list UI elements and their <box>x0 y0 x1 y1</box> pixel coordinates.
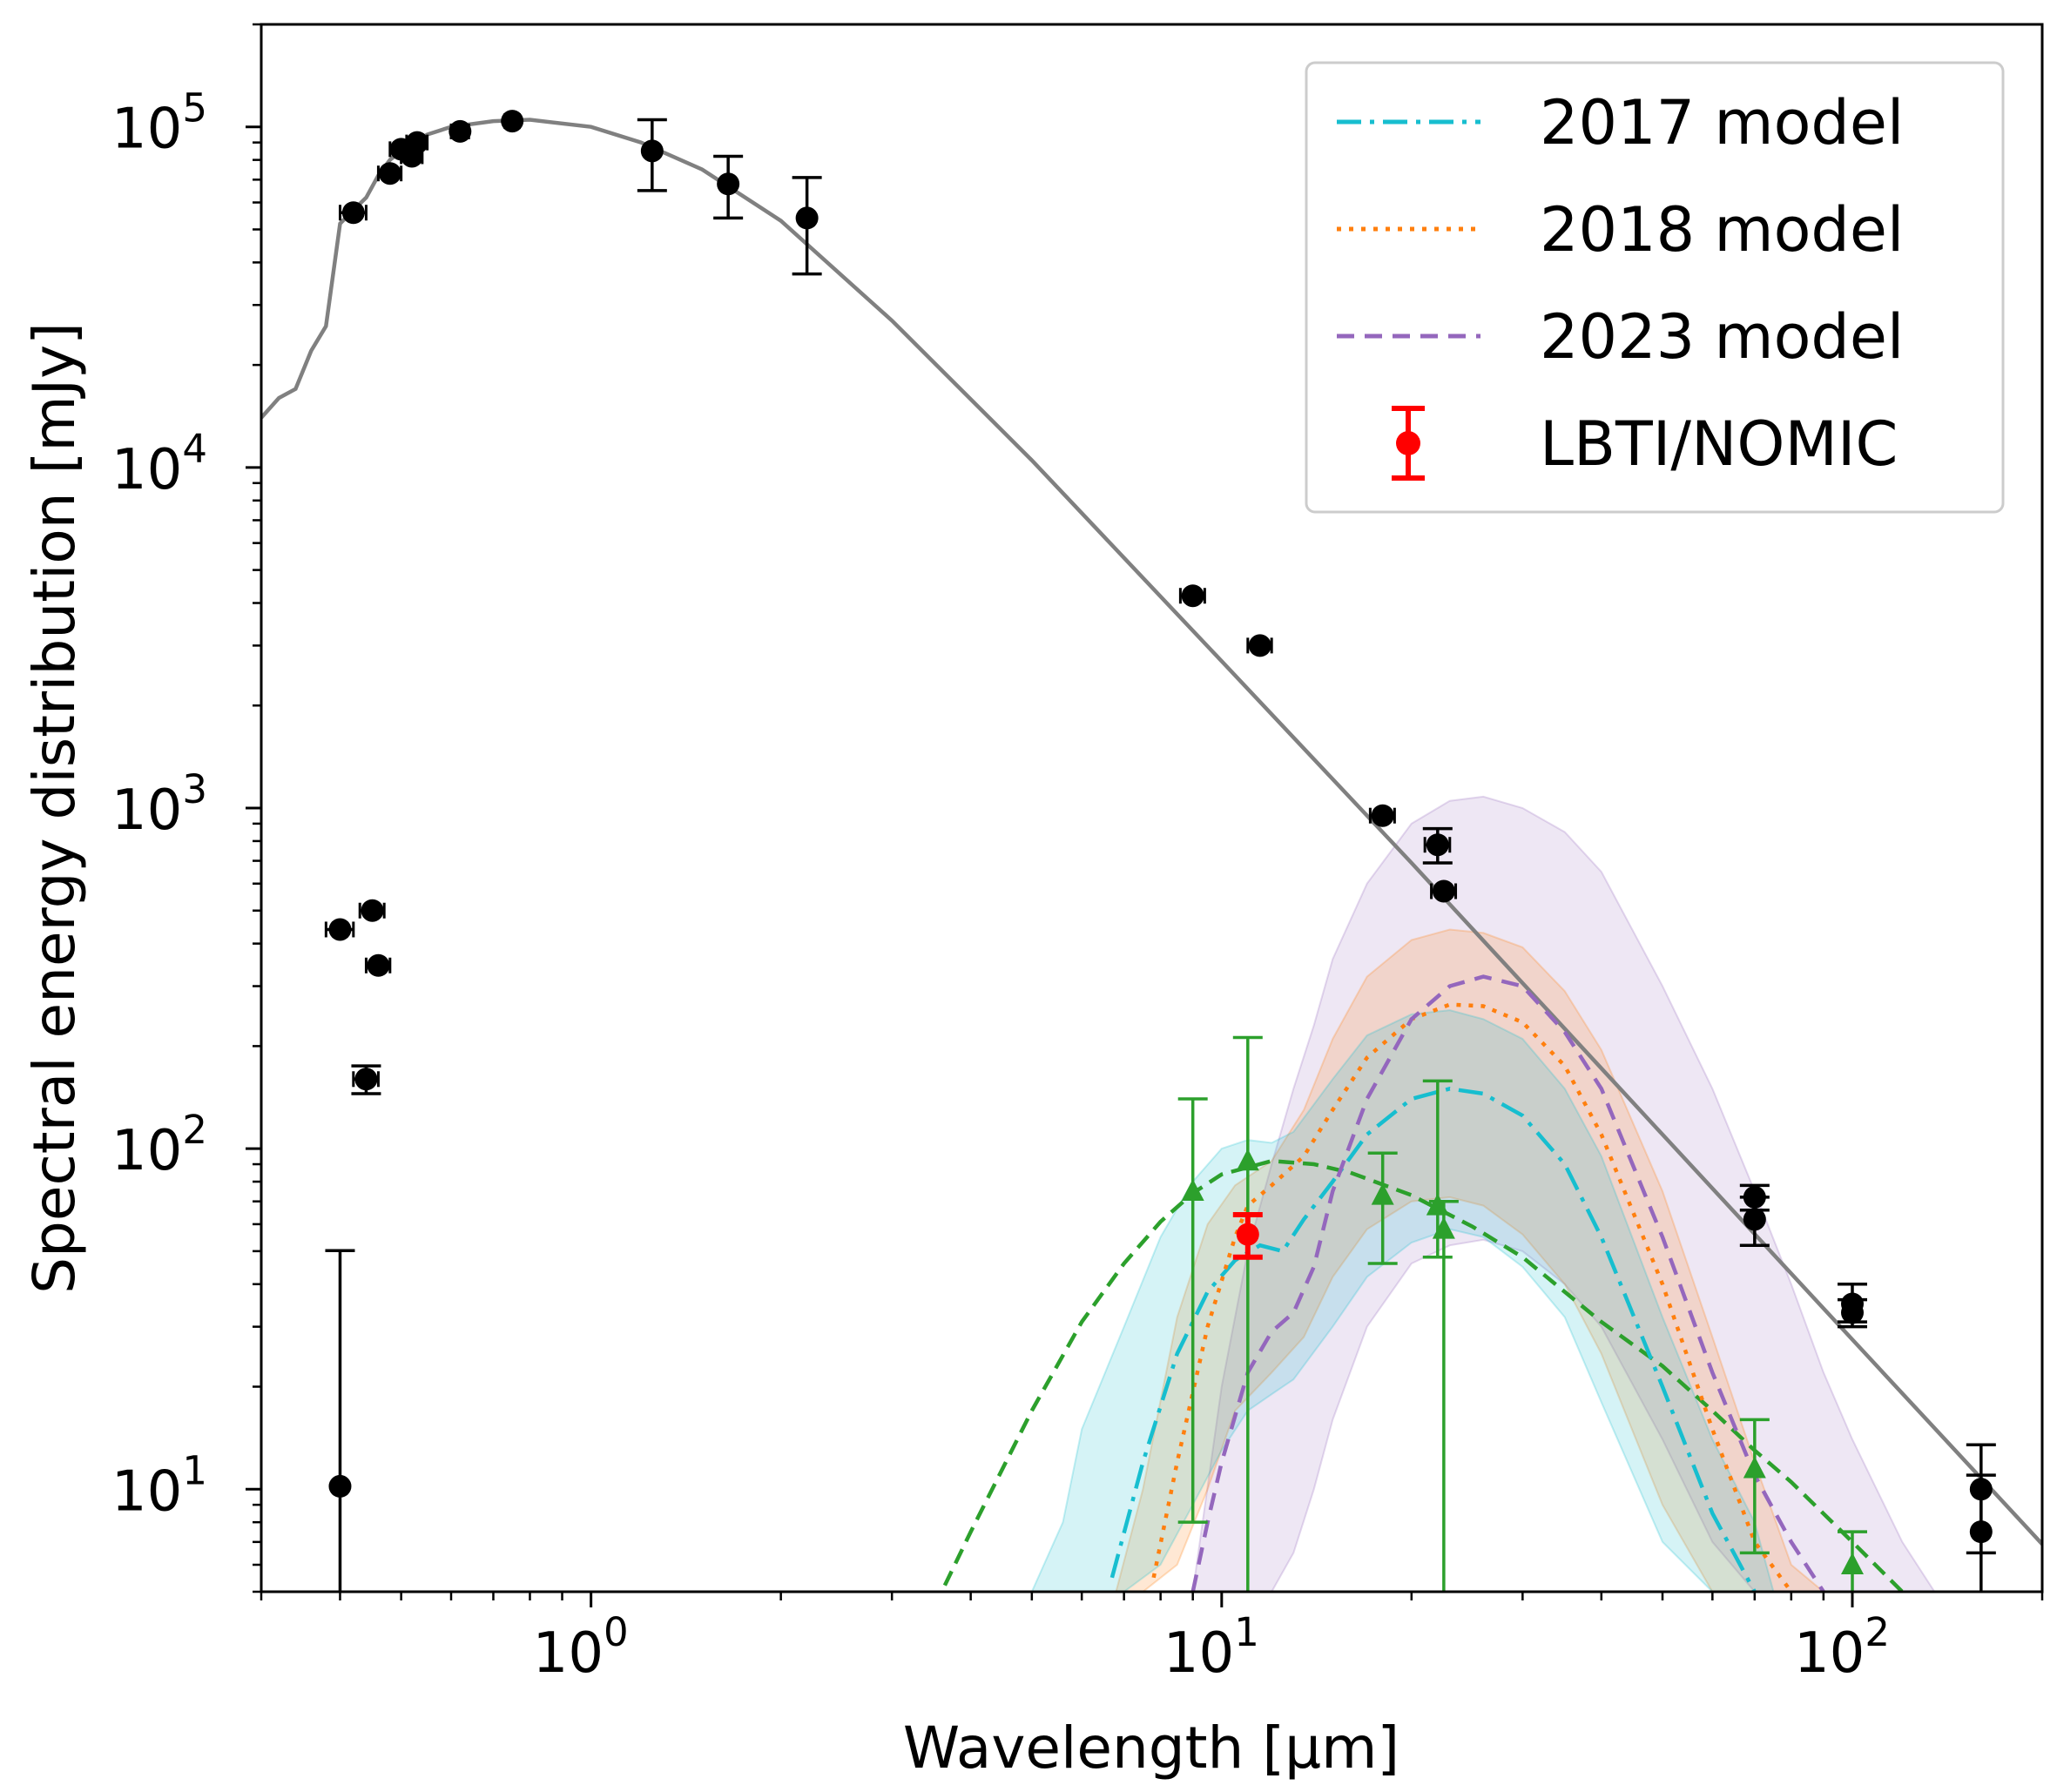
photometry-point <box>1422 826 1453 865</box>
photometry-point <box>405 131 429 154</box>
y-axis-label: Spectral energy distribution [mJy] <box>21 322 88 1294</box>
photometry-point <box>325 1249 355 1592</box>
x-axis-label: Wavelength [μm] <box>903 1715 1399 1782</box>
photometry-marker <box>448 119 472 143</box>
photometry-marker <box>405 131 428 154</box>
excess-point <box>1232 1035 1263 1592</box>
y-tick-label: 102 <box>111 1107 207 1183</box>
excess-fit-line <box>939 1159 1904 1592</box>
legend-entry: 2017 model <box>1337 87 1904 158</box>
photometry-marker <box>1371 804 1394 827</box>
photometry-point <box>1368 804 1396 827</box>
photometry-point <box>364 953 392 977</box>
x-tick-label: 101 <box>1163 1609 1259 1686</box>
photometry-marker <box>1426 833 1449 857</box>
photometry-point <box>1246 634 1273 657</box>
photometry-point <box>376 162 403 185</box>
legend-entry: 2018 model <box>1337 194 1904 266</box>
legend-label: 2018 model <box>1540 194 1904 266</box>
x-axis-ticks: 100 101 102 <box>260 1592 2044 1686</box>
legend-label: LBTI/NOMIC <box>1540 408 1898 480</box>
legend-entry: LBTI/NOMIC <box>1392 406 1898 481</box>
legend-marker-icon <box>1396 431 1420 455</box>
x-tick-label: 102 <box>1794 1609 1890 1686</box>
photosphere-model-line <box>261 118 2042 1546</box>
lbti-point <box>1232 1211 1263 1260</box>
photometry-point <box>324 918 355 941</box>
photometry-marker <box>1841 1301 1865 1324</box>
photometry-marker <box>1969 1520 1993 1544</box>
legend-box <box>1305 61 2005 514</box>
photometry-point <box>1430 879 1458 903</box>
photometry-point <box>501 110 524 133</box>
photometry-marker <box>1181 584 1204 608</box>
photometry-point <box>1966 1473 1996 1592</box>
photometry-marker <box>361 899 384 922</box>
y-tick-label: 104 <box>111 426 207 502</box>
data-points <box>324 110 1996 1592</box>
y-tick-label: 103 <box>111 766 207 843</box>
photometry-marker <box>1248 634 1271 657</box>
photometry-point <box>358 899 386 922</box>
model-uncertainty-bands <box>1030 795 1936 1592</box>
excess-marker <box>1181 1178 1204 1201</box>
photometry-marker <box>795 206 819 230</box>
photometry-point <box>351 1064 381 1095</box>
photometry-marker <box>1743 1208 1766 1231</box>
photometry-point <box>792 176 822 276</box>
photometry-marker <box>501 110 524 133</box>
excess-marker <box>1743 1456 1766 1479</box>
excess-point <box>1838 1530 1868 1592</box>
photometry-marker <box>717 172 740 196</box>
model-2023-band <box>1191 795 1936 1592</box>
photometry-marker <box>328 918 352 941</box>
legend: 2017 model 2018 model 2023 model LBTI/NOMIC <box>1305 61 2005 514</box>
excess-marker <box>1432 1216 1455 1239</box>
photometry-point <box>1838 1297 1868 1329</box>
lbti-marker <box>1236 1223 1259 1246</box>
excess-marker <box>1236 1149 1259 1171</box>
y-tick-label: 105 <box>111 85 207 162</box>
photometry-point <box>338 201 368 225</box>
excess-point <box>1367 1151 1398 1265</box>
photometry-point <box>637 118 667 192</box>
photometry-marker <box>640 139 664 163</box>
photometry-marker <box>341 201 365 225</box>
x-tick-label: 100 <box>533 1609 629 1686</box>
photometry-marker <box>378 162 401 185</box>
photometry-marker <box>354 1068 378 1091</box>
excess-point <box>1177 1097 1208 1524</box>
y-axis-ticks: 101 102 103 104 105 <box>111 23 261 1593</box>
photometry-point <box>713 154 744 220</box>
legend-label: 2023 model <box>1540 301 1904 373</box>
photometry-point <box>448 119 472 143</box>
excess-marker <box>1841 1553 1865 1575</box>
photometry-point <box>1739 1196 1770 1247</box>
excess-point <box>1739 1418 1770 1555</box>
model-2018-band <box>1115 928 1825 1592</box>
excess-point <box>1428 1199 1459 1592</box>
photometry-marker <box>328 1474 352 1498</box>
photometry-marker <box>367 953 390 977</box>
excess-marker <box>1371 1182 1394 1205</box>
photometry-point <box>1178 584 1206 608</box>
model-curves <box>261 118 2042 1592</box>
photometry-marker <box>1432 879 1455 903</box>
legend-entry: 2023 model <box>1337 301 1904 373</box>
legend-label: 2017 model <box>1540 87 1904 158</box>
model-2023-line <box>1190 974 1825 1592</box>
y-tick-label: 101 <box>111 1447 207 1524</box>
